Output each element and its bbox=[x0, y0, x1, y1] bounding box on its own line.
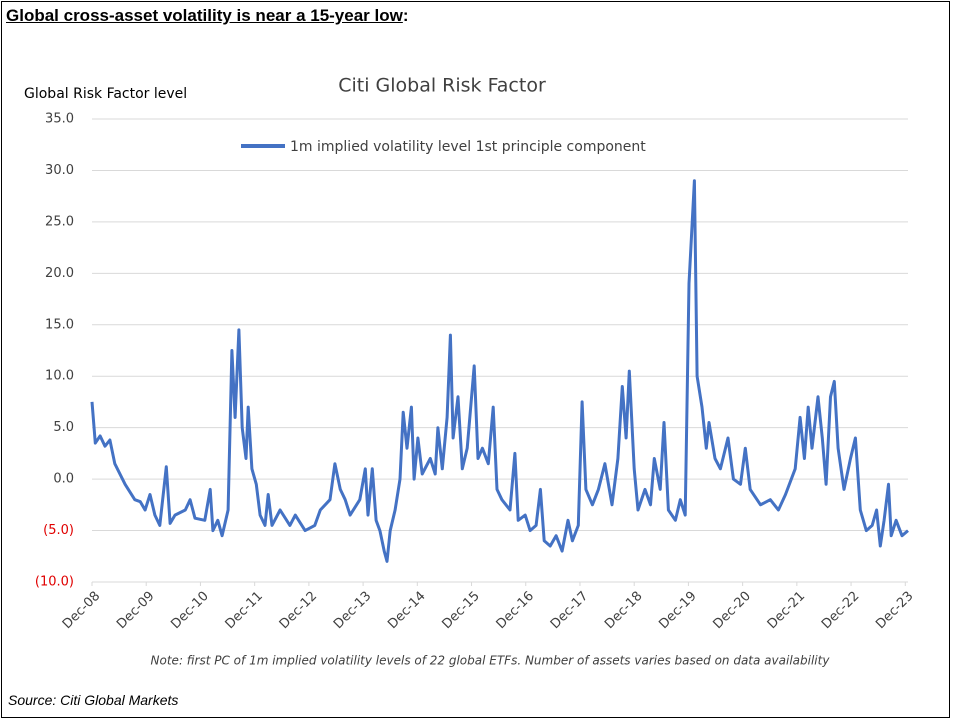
headline-text: Global cross-asset volatility is near a … bbox=[6, 6, 403, 25]
x-tick-label: Dec-13 bbox=[331, 589, 374, 632]
headline: Global cross-asset volatility is near a … bbox=[6, 6, 409, 26]
x-tick-label: Dec-19 bbox=[656, 589, 699, 632]
x-tick-label: Dec-11 bbox=[223, 589, 266, 632]
x-tick-label: Dec-16 bbox=[494, 589, 537, 632]
data-line bbox=[90, 179, 909, 563]
y-tick-label: 10.0 bbox=[45, 369, 74, 384]
x-tick-label: Dec-20 bbox=[711, 589, 754, 632]
chart: Citi Global Risk Factor Global Risk Fact… bbox=[24, 75, 917, 668]
y-tick-label: 0.0 bbox=[53, 472, 74, 487]
y-tick-label: 35.0 bbox=[45, 112, 74, 127]
y-axis-label: Global Risk Factor level bbox=[24, 86, 187, 102]
x-tick-label: Dec-12 bbox=[277, 589, 320, 632]
y-tick-label: 20.0 bbox=[45, 266, 74, 281]
x-tick-label: Dec-15 bbox=[439, 589, 482, 632]
y-tick-label: 5.0 bbox=[53, 420, 74, 435]
x-tick-label: Dec-08 bbox=[60, 589, 103, 632]
x-tick-label: Dec-10 bbox=[168, 589, 211, 632]
y-tick-label: 30.0 bbox=[45, 163, 74, 178]
chart-title: Citi Global Risk Factor bbox=[338, 75, 546, 97]
x-tick-label: Dec-09 bbox=[114, 589, 157, 632]
x-tick-label: Dec-17 bbox=[548, 589, 591, 632]
source: Source: Citi Global Markets bbox=[8, 692, 179, 708]
x-tick-label: Dec-22 bbox=[819, 589, 862, 632]
x-tick-label: Dec-21 bbox=[765, 589, 808, 632]
x-tick-label: Dec-23 bbox=[873, 589, 916, 632]
chart-note: Note: first PC of 1m implied volatility … bbox=[151, 654, 831, 668]
legend-label: 1m implied volatility level 1st principl… bbox=[290, 139, 646, 155]
y-tick-label: 25.0 bbox=[45, 214, 74, 229]
y-tick-label: (5.0) bbox=[43, 523, 74, 538]
x-tick-label: Dec-14 bbox=[385, 589, 428, 632]
y-tick-label: (10.0) bbox=[35, 575, 74, 590]
y-tick-label: 15.0 bbox=[45, 317, 74, 332]
headline-suffix: : bbox=[402, 6, 409, 25]
x-tick-label: Dec-18 bbox=[602, 589, 645, 632]
